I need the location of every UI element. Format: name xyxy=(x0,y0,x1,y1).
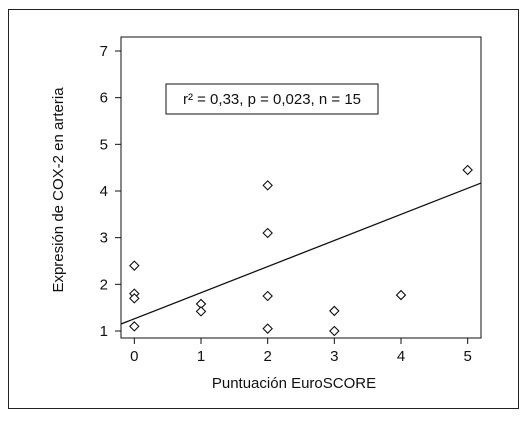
stats-annotation-text: r² = 0,33, p = 0,023, n = 15 xyxy=(183,91,361,108)
data-point xyxy=(129,321,140,332)
data-point xyxy=(262,227,273,239)
y-tick-label: 7 xyxy=(100,43,108,60)
data-point xyxy=(262,323,273,334)
data-point xyxy=(129,293,140,304)
y-axis-title: Expresión de COX-2 en arteria xyxy=(50,87,67,293)
x-tick-label: 3 xyxy=(330,348,338,365)
data-points xyxy=(120,164,482,337)
regression-line xyxy=(120,182,482,325)
plot-frame xyxy=(120,36,482,339)
x-tick-label: 5 xyxy=(463,348,471,365)
x-tick-label: 2 xyxy=(263,348,271,365)
figure-frame xyxy=(8,9,519,409)
y-tick-label: 6 xyxy=(100,90,108,107)
y-tick-label: 4 xyxy=(100,183,108,200)
data-point xyxy=(262,180,273,191)
data-point xyxy=(129,260,140,271)
x-tick-label: 1 xyxy=(197,348,205,365)
plot-area xyxy=(120,36,482,339)
data-point xyxy=(262,290,273,302)
x-tick-label: 4 xyxy=(397,348,405,365)
y-axis: 1 2 3 4 5 6 7 xyxy=(100,43,121,340)
data-point xyxy=(329,305,340,317)
y-tick-label: 2 xyxy=(100,276,108,293)
y-tick-label: 3 xyxy=(100,230,108,247)
x-axis-title: Puntuación EuroSCORE xyxy=(212,375,376,392)
data-point xyxy=(329,325,340,337)
stats-annotation-box xyxy=(165,83,379,115)
data-point xyxy=(462,164,473,176)
stats-annotation: r² = 0,33, p = 0,023, n = 15 xyxy=(165,83,379,115)
x-tick-label: 0 xyxy=(130,348,138,365)
x-axis: 0 1 2 3 4 5 xyxy=(130,338,472,365)
data-point xyxy=(195,306,207,317)
y-tick-label: 1 xyxy=(100,323,108,340)
data-point xyxy=(395,289,407,301)
y-tick-label: 5 xyxy=(100,136,108,153)
